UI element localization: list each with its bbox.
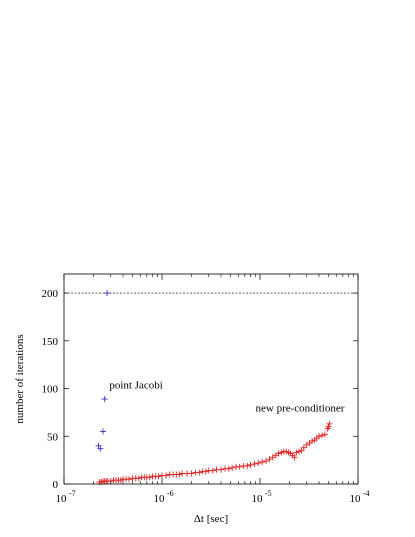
data-point <box>275 450 282 457</box>
series-new-pre-conditioner <box>96 420 333 486</box>
data-point <box>188 470 195 477</box>
y-tick-label: 200 <box>42 288 59 300</box>
y-tick-label: 150 <box>42 336 59 348</box>
data-point <box>259 459 266 466</box>
y-tick-label: 100 <box>42 384 59 396</box>
data-point <box>155 473 162 480</box>
data-point <box>244 462 251 469</box>
data-point <box>236 463 243 470</box>
data-point <box>316 433 323 440</box>
data-point <box>218 466 225 473</box>
data-point <box>176 471 183 478</box>
x-tick-exponent: -6 <box>167 489 174 498</box>
data-point <box>196 469 203 476</box>
y-tick-label: 0 <box>53 479 59 491</box>
data-point <box>326 420 333 427</box>
x-tick-exponent: -4 <box>363 489 370 498</box>
data-point <box>125 476 132 483</box>
x-tick-label: 10 <box>154 493 166 505</box>
data-point <box>202 468 209 475</box>
data-point <box>325 423 332 430</box>
data-point <box>229 464 236 471</box>
plot-frame <box>63 273 359 485</box>
labels-layer: Δt [sec] number of iterations point Jaco… <box>14 334 345 525</box>
annotation: new pre-conditioner <box>256 402 345 414</box>
y-axis-label: number of iterations <box>14 334 26 423</box>
data-point <box>291 454 298 461</box>
x-axis-label: Δt [sec] <box>194 513 228 525</box>
data-point <box>97 445 104 452</box>
data-point <box>255 460 262 466</box>
x-tick-label: 10 <box>56 493 68 505</box>
data-point <box>179 470 186 477</box>
x-tick-exponent: -5 <box>265 489 272 498</box>
data-point <box>295 448 302 455</box>
data-point <box>278 449 285 456</box>
data-point <box>262 458 269 465</box>
data-point <box>101 396 108 403</box>
data-point <box>300 444 307 451</box>
data-point <box>135 475 142 482</box>
data-point <box>319 432 326 439</box>
data-point <box>321 431 328 438</box>
x-tick-exponent: -7 <box>69 489 76 498</box>
annotation: point Jacobi <box>109 380 162 392</box>
data-point <box>225 465 232 472</box>
data-point <box>251 460 258 467</box>
data-point <box>146 474 153 481</box>
data-point <box>247 461 254 468</box>
data-point <box>266 456 273 463</box>
series-point-jacobi <box>95 290 111 452</box>
data-point <box>163 472 170 479</box>
data-point <box>104 290 111 297</box>
y-tick-label: 50 <box>47 431 59 443</box>
data-point <box>99 428 106 435</box>
x-tick-label: 10 <box>350 493 362 505</box>
data-marks-layer <box>95 290 333 486</box>
x-tick-label: 10 <box>252 493 264 505</box>
data-point <box>269 454 276 461</box>
data-point <box>209 467 216 474</box>
data-point <box>293 449 300 456</box>
